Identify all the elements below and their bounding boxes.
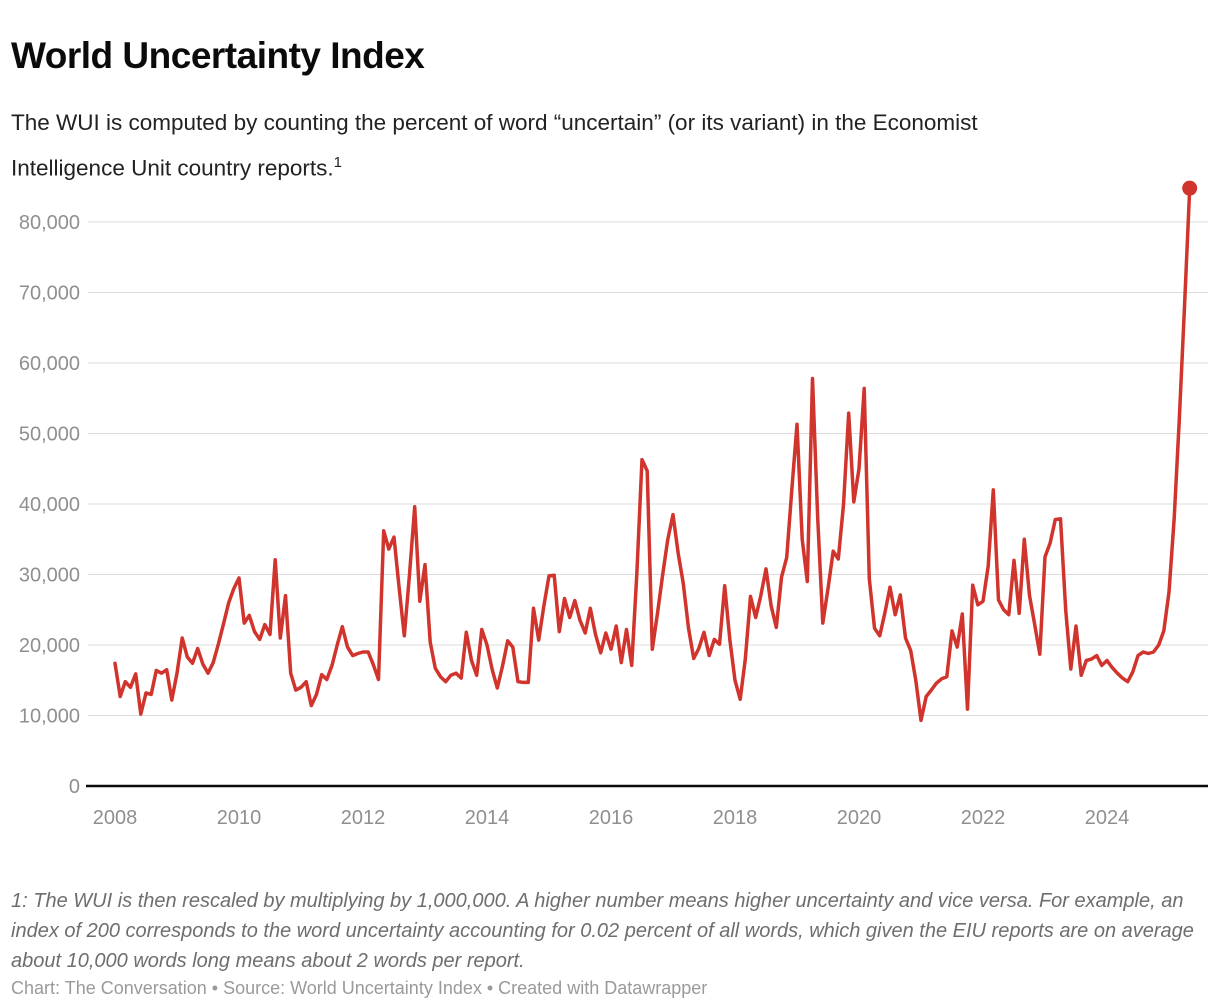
chart-svg: 0 10,000 20,000 30,000 40,000 50,000 60,000 70,… <box>19 180 1208 829</box>
y-axis-label: 30,000 <box>19 565 80 587</box>
x-axis-label: 2016 <box>589 807 634 829</box>
y-axis-label: 80,000 <box>19 212 80 234</box>
credit-line: Chart: The Conversation • Source: World … <box>11 978 708 998</box>
x-axis-label: 2022 <box>961 807 1006 829</box>
endpoint-dot[interactable] <box>1182 180 1198 196</box>
x-axis-label: 2020 <box>837 807 882 829</box>
y-axis-label: 10,000 <box>19 706 80 728</box>
chart-description-text: The WUI is computed by counting the perc… <box>11 109 978 181</box>
x-axis-label: 2024 <box>1085 807 1130 829</box>
x-axis-label: 2018 <box>713 807 758 829</box>
y-axis-label: 50,000 <box>19 424 80 446</box>
y-axis-label: 60,000 <box>19 353 80 375</box>
footnote-reference: 1 <box>333 153 343 171</box>
footnote-text: 1: The WUI is then rescaled by multiplyi… <box>11 890 1194 972</box>
x-axis-label: 2014 <box>465 807 510 829</box>
x-axis-label: 2010 <box>217 807 262 829</box>
page-title: World Uncertainty Index <box>11 34 425 76</box>
x-axis-label: 2012 <box>341 807 386 829</box>
chart-description: The WUI is computed by counting the perc… <box>11 103 1081 189</box>
y-axis-label: 70,000 <box>19 283 80 305</box>
wui-line[interactable] <box>113 186 1192 723</box>
y-axis-label: 0 <box>69 776 80 798</box>
x-axis-label: 2008 <box>93 807 138 829</box>
y-axis-label: 20,000 <box>19 635 80 657</box>
y-axis-label: 40,000 <box>19 494 80 516</box>
